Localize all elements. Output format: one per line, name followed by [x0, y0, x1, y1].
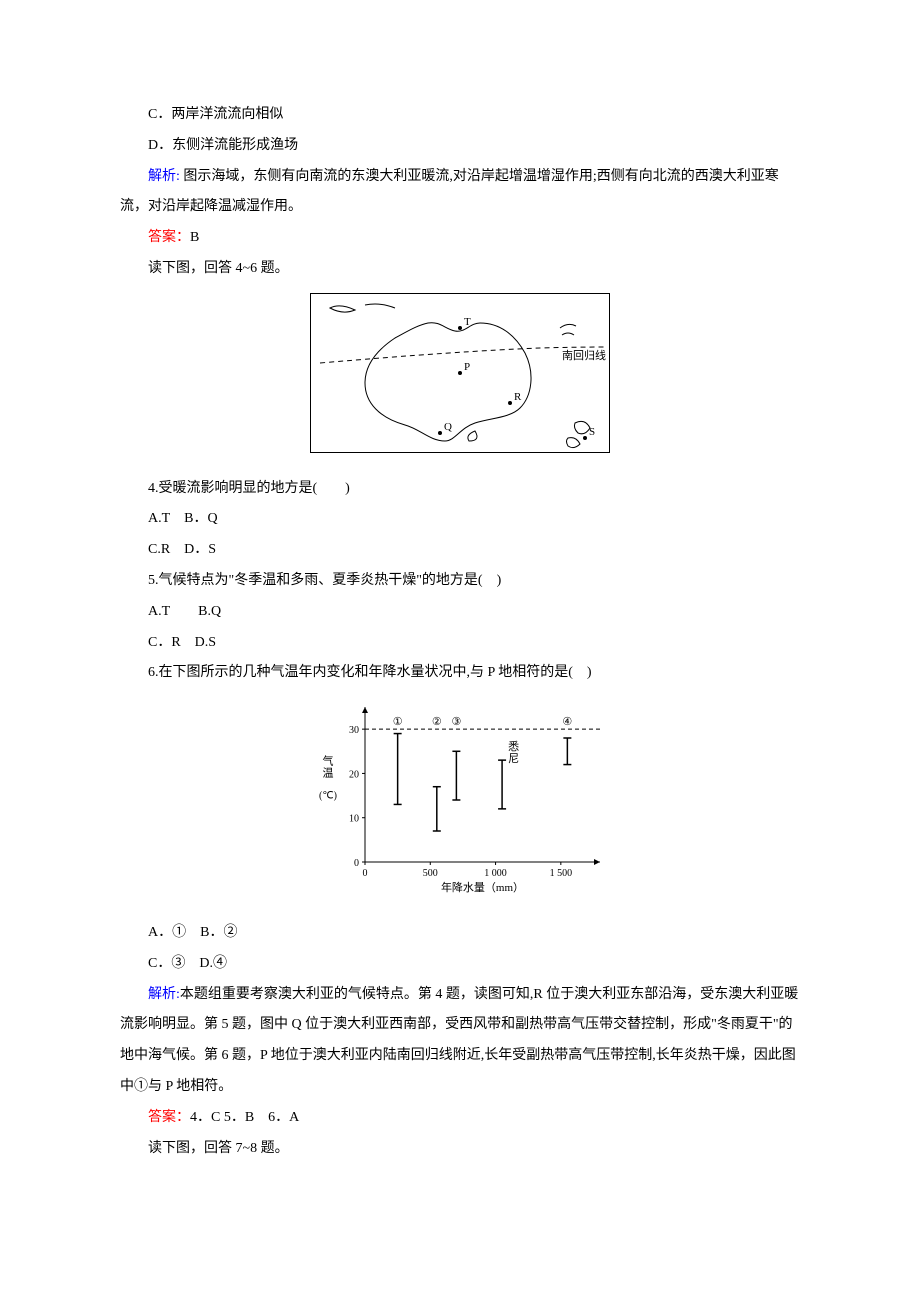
climate-chart-svg: 0 10 20 30 0 500 1 000 1 500 气温 (℃) 年降水量（mm） ① ②③ 悉尼 ④ — [310, 697, 610, 897]
svg-text:尼: 尼 — [508, 752, 519, 765]
svg-text:Q: Q — [444, 421, 452, 433]
answer-1: 答案：B — [120, 223, 800, 254]
q4-options-cd: C.R D．S — [120, 535, 800, 566]
answer-2: 答案：4．C 5．B 6．A — [120, 1103, 800, 1134]
q5-options-cd: C．R D.S — [120, 628, 800, 659]
svg-text:①: ① — [393, 716, 403, 728]
analysis-body: 本题组重要考察澳大利亚的气候特点。第 4 题，读图可知,R 位于澳大利亚东部沿海… — [120, 987, 798, 1094]
svg-text:悉: 悉 — [508, 740, 519, 753]
svg-text:②: ② — [432, 716, 442, 728]
svg-text:南回归线: 南回归线 — [562, 348, 606, 362]
svg-text:30: 30 — [349, 725, 359, 736]
svg-text:1 000: 1 000 — [484, 868, 507, 879]
q5-options-ab: A.T B.Q — [120, 597, 800, 628]
svg-text:20: 20 — [349, 770, 359, 781]
analysis-body: 图示海域，东侧有向南流的东澳大利亚暖流,对沿岸起增温增湿作用;西侧有向北流的西澳… — [120, 169, 779, 215]
answer-body: 4．C 5．B 6．A — [190, 1110, 299, 1125]
analysis-label: 解析: — [148, 169, 180, 184]
answer-label: 答案： — [148, 1110, 190, 1125]
q6-options-cd: C．③ D.④ — [120, 949, 800, 980]
svg-text:500: 500 — [423, 868, 438, 879]
q6-options-ab: A．① B．② — [120, 918, 800, 949]
q4-options-ab: A.T B．Q — [120, 504, 800, 535]
svg-text:1 500: 1 500 — [550, 868, 573, 879]
svg-text:年降水量（mm）: 年降水量（mm） — [441, 880, 524, 894]
svg-text:10: 10 — [349, 814, 359, 825]
svg-text:S: S — [589, 426, 595, 438]
svg-text:R: R — [514, 391, 522, 403]
answer-label: 答案： — [148, 230, 190, 245]
question-4: 4.受暖流影响明显的地方是( ) — [120, 474, 800, 505]
question-6: 6.在下图所示的几种气温年内变化和年降水量状况中,与 P 地相符的是( ) — [120, 658, 800, 689]
svg-text:(℃): (℃) — [319, 791, 337, 802]
figure-australia-map: T P R Q S 南回归线 — [120, 293, 800, 466]
figure-climate-chart: 0 10 20 30 0 500 1 000 1 500 气温 (℃) 年降水量（mm） ① ②③ 悉尼 ④ — [120, 697, 800, 910]
svg-text:③: ③ — [451, 716, 461, 728]
svg-text:④: ④ — [562, 716, 572, 728]
svg-text:温: 温 — [323, 767, 334, 780]
read-2: 读下图，回答 7~8 题。 — [120, 1134, 800, 1165]
analysis-1: 解析: 图示海域，东侧有向南流的东澳大利亚暖流,对沿岸起增温增湿作用;西侧有向北… — [120, 162, 800, 224]
svg-text:0: 0 — [363, 868, 368, 879]
option-c: C．两岸洋流流向相似 — [120, 100, 800, 131]
answer-body: B — [190, 230, 199, 245]
australia-map-svg: T P R Q S 南回归线 — [310, 293, 610, 453]
svg-text:P: P — [464, 361, 470, 373]
question-5: 5.气候特点为"冬季温和多雨、夏季炎热干燥"的地方是( ) — [120, 566, 800, 597]
svg-text:0: 0 — [354, 858, 359, 869]
option-d: D．东侧洋流能形成渔场 — [120, 131, 800, 162]
svg-text:T: T — [464, 316, 471, 328]
analysis-2: 解析:本题组重要考察澳大利亚的气候特点。第 4 题，读图可知,R 位于澳大利亚东… — [120, 980, 800, 1103]
svg-text:气: 气 — [323, 754, 334, 768]
read-1: 读下图，回答 4~6 题。 — [120, 254, 800, 285]
analysis-label: 解析: — [148, 987, 180, 1002]
